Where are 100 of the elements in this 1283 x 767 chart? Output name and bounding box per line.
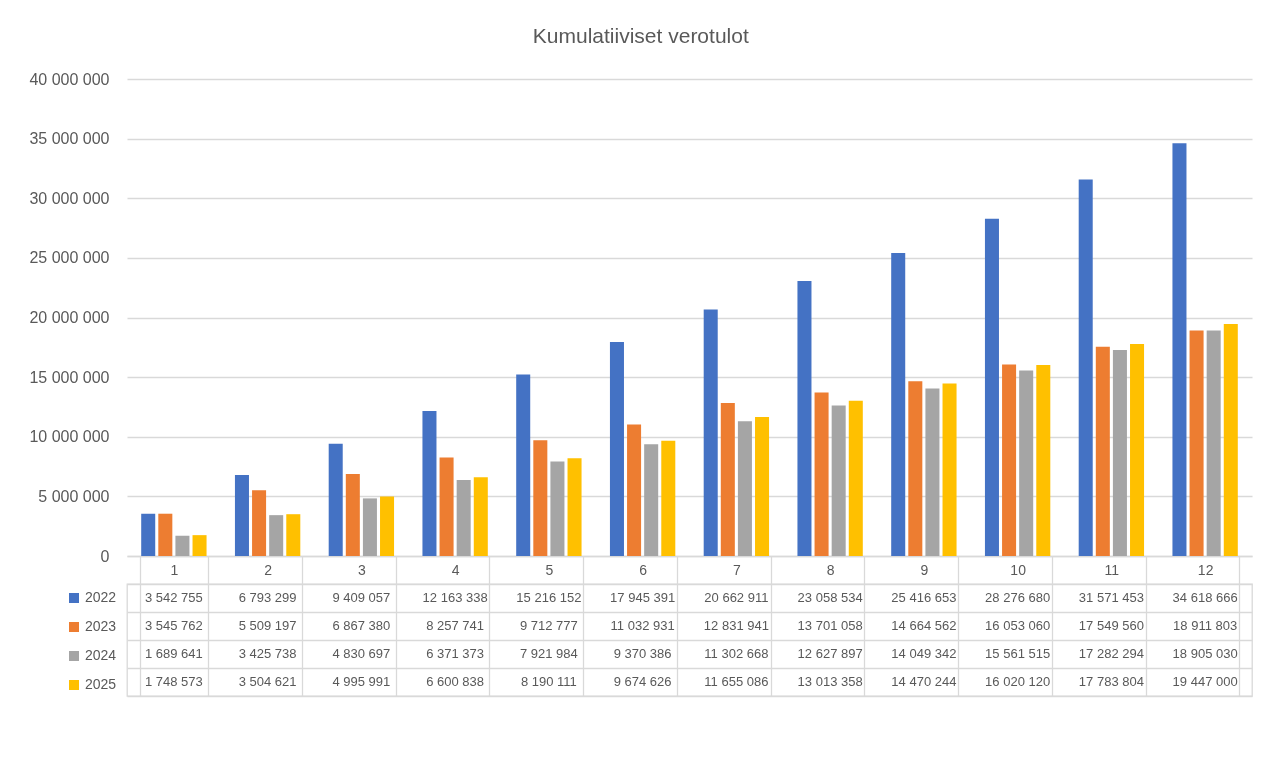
data-label: 4 995 991 — [332, 674, 391, 689]
bar — [891, 252, 906, 556]
data-label: 15 561 515 — [985, 646, 1051, 661]
data-label: 25 416 653 — [891, 590, 957, 605]
x-tick-label: 4 — [451, 561, 460, 578]
data-label: 9 409 057 — [332, 590, 391, 605]
data-label: 14 470 244 — [891, 674, 957, 689]
x-tick-label: 10 — [1010, 561, 1027, 578]
data-label: 34 618 666 — [1172, 590, 1238, 605]
data-label: 17 945 391 — [610, 590, 676, 605]
y-tick-label: 5 000 000 — [38, 487, 110, 505]
x-tick-label: 7 — [732, 561, 741, 578]
bar — [380, 496, 395, 556]
bar — [158, 513, 173, 556]
bar — [1019, 370, 1034, 556]
data-label: 12 163 338 — [422, 590, 488, 605]
data-label: 14 664 562 — [891, 618, 957, 633]
y-tick-label: 10 000 000 — [29, 428, 110, 446]
data-label: 9 674 626 — [613, 674, 672, 689]
bar — [456, 480, 471, 556]
bar — [533, 440, 548, 556]
x-tick-label: 6 — [639, 561, 648, 578]
bar — [1112, 349, 1127, 556]
bar — [141, 513, 156, 556]
data-label: 15 216 152 — [516, 590, 582, 605]
data-label: 7 921 984 — [519, 646, 578, 661]
bar — [942, 383, 957, 556]
bar — [422, 410, 437, 556]
bar — [1002, 364, 1017, 556]
bar — [550, 461, 565, 556]
legend-label: 2024 — [85, 647, 117, 663]
data-label: 3 425 738 — [238, 646, 297, 661]
data-label: 20 662 911 — [704, 590, 769, 605]
bar — [252, 490, 267, 556]
data-label: 23 058 534 — [797, 590, 863, 605]
bar — [720, 402, 735, 556]
bar — [1223, 324, 1238, 556]
data-label: 19 447 000 — [1172, 674, 1238, 689]
bar — [567, 458, 582, 556]
x-tick-label: 5 — [545, 561, 554, 578]
x-tick-label: 3 — [357, 561, 366, 578]
data-label: 9 712 777 — [519, 618, 578, 633]
bar — [848, 400, 863, 556]
bar — [627, 424, 642, 556]
data-label: 8 190 111 — [520, 674, 577, 689]
y-tick-label: 20 000 000 — [29, 309, 110, 326]
data-label: 12 831 941 — [703, 618, 769, 633]
x-tick-label: 9 — [920, 561, 929, 578]
data-label: 17 282 294 — [1078, 646, 1144, 661]
bar — [1206, 330, 1221, 556]
data-label: 16 053 060 — [985, 618, 1051, 633]
bar — [661, 440, 676, 556]
data-label: 3 545 762 — [144, 618, 203, 633]
bar — [609, 342, 624, 556]
data-label: 6 371 373 — [426, 646, 485, 661]
data-label: 11 655 086 — [704, 674, 769, 689]
bar — [192, 535, 207, 556]
bar — [1036, 364, 1051, 556]
data-label: 28 276 680 — [985, 590, 1051, 605]
y-tick-label: 25 000 000 — [29, 249, 110, 267]
data-label: 12 627 897 — [797, 646, 863, 661]
legend-label: 2023 — [85, 618, 117, 634]
data-label: 16 020 120 — [985, 674, 1051, 689]
x-tick-label: 2 — [264, 561, 273, 578]
bar — [1172, 143, 1187, 556]
data-label: 8 257 741 — [426, 618, 485, 633]
y-tick-label: 30 000 000 — [29, 189, 110, 207]
bar — [737, 421, 752, 556]
bar — [984, 218, 999, 556]
bar — [362, 498, 377, 556]
bar — [1078, 179, 1093, 556]
data-label: 11 032 931 — [610, 618, 675, 633]
bar — [175, 535, 190, 556]
bar — [473, 477, 488, 556]
legend-label: 2025 — [85, 676, 117, 692]
chart-title: Kumulatiiviset verotulot — [532, 24, 749, 47]
data-label: 6 867 380 — [332, 618, 391, 633]
bar — [439, 457, 454, 556]
data-label: 14 049 342 — [891, 646, 957, 661]
data-label: 13 701 058 — [797, 618, 863, 633]
bar — [814, 392, 829, 556]
bar — [234, 474, 249, 556]
x-tick-label: 8 — [826, 561, 835, 578]
bar — [1130, 343, 1145, 556]
data-label: 31 571 453 — [1078, 590, 1144, 605]
data-label: 3 504 621 — [238, 674, 297, 689]
data-label: 18 911 803 — [1173, 618, 1238, 633]
bar — [286, 514, 301, 556]
data-label: 18 905 030 — [1172, 646, 1238, 661]
data-label: 1 748 573 — [144, 674, 203, 689]
data-label: 13 013 358 — [797, 674, 863, 689]
legend-label: 2022 — [85, 589, 117, 605]
bar — [755, 417, 770, 556]
data-label: 4 830 697 — [332, 646, 391, 661]
bar — [797, 281, 812, 556]
data-label: 17 783 804 — [1078, 674, 1144, 689]
data-label: 3 542 755 — [144, 590, 203, 605]
data-label: 17 549 560 — [1078, 618, 1144, 633]
bar — [908, 381, 923, 556]
y-tick-label: 0 — [100, 547, 110, 565]
